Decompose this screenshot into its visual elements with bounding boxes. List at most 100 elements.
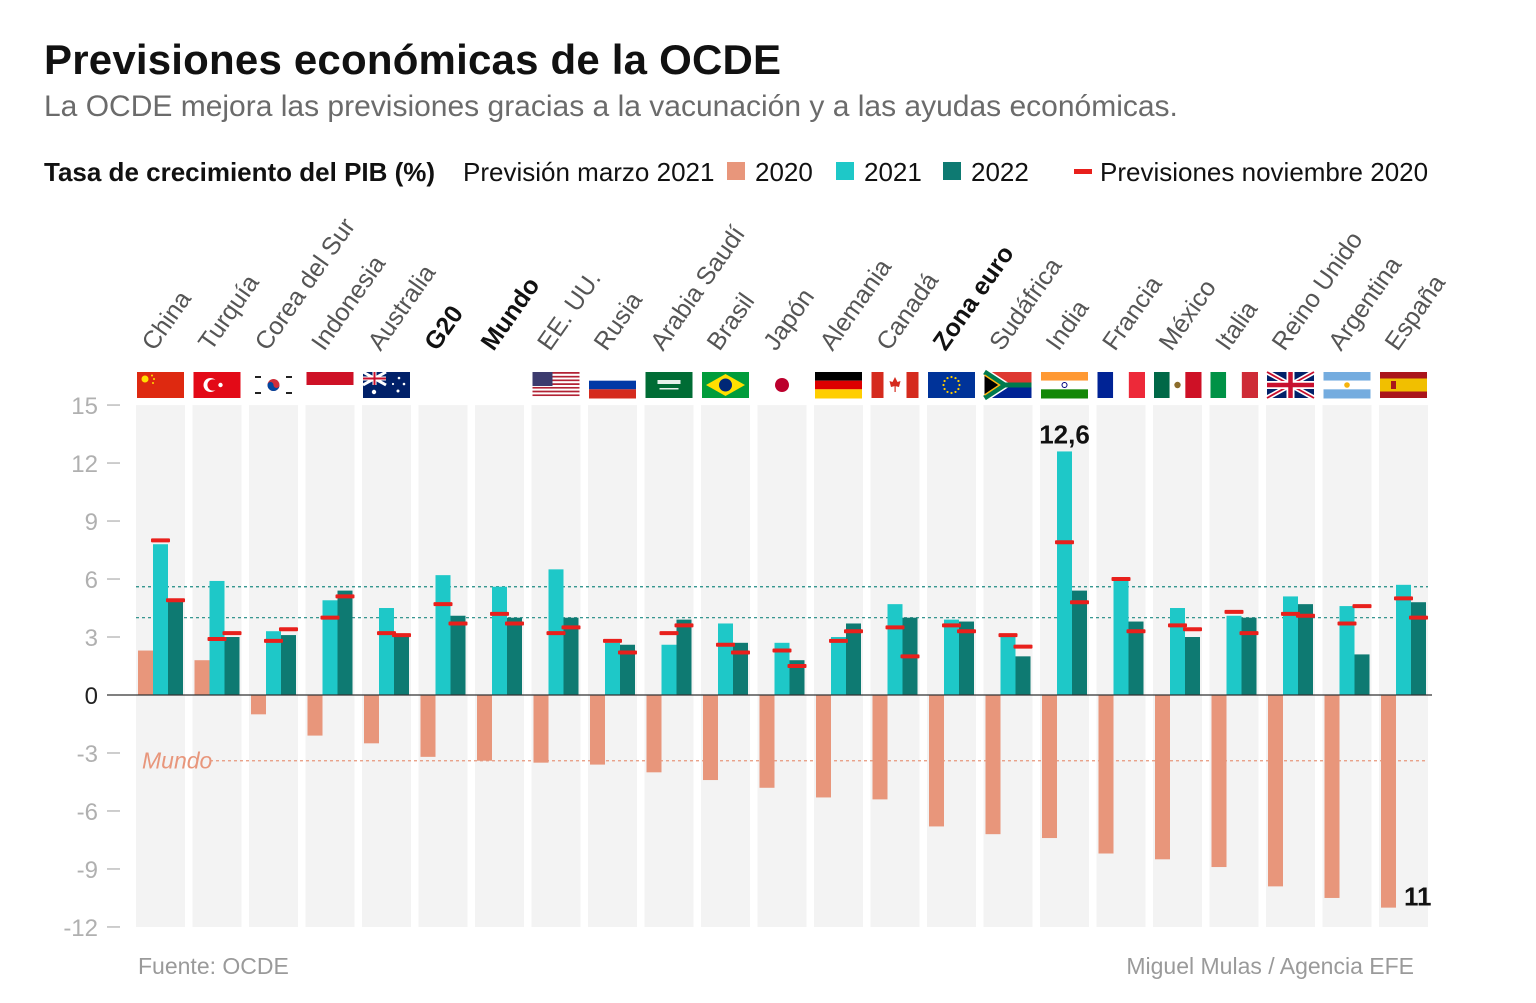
nov2020-marker-2021-francia: [1111, 577, 1131, 582]
canada-flag: [871, 372, 919, 398]
category-label-china: China: [136, 286, 196, 356]
bar-2022-australia: [394, 635, 409, 695]
bar-2022-arabia-saudi: [676, 619, 692, 695]
credit-note: Miguel Mulas / Agencia EFE: [1126, 953, 1414, 979]
nov2020-marker-2021-zona-euro: [942, 623, 961, 628]
italy-flag: [1210, 372, 1258, 398]
legend-swatch-2020: [727, 162, 745, 181]
bar-2022-brasil: [733, 642, 748, 695]
bar-2020-mexico: [1155, 695, 1170, 860]
nov2020-marker-2022-indonesia: [335, 594, 355, 599]
bar-2022-indonesia: [337, 590, 353, 695]
annotation-india: 12,6: [1039, 419, 1090, 449]
legend-item-2021: 2021: [836, 157, 922, 188]
bar-2021-arabia-saudi: [661, 644, 677, 695]
y-tick-label: 12: [71, 451, 98, 478]
china-flag: [137, 372, 184, 398]
nov2020-marker-2021-rusia: [603, 638, 622, 643]
nov2020-marker-2021-argentina: [1337, 621, 1357, 626]
nov2020-marker-2021-canada: [885, 625, 905, 630]
nov2020-marker-2021-reino-unido: [1281, 611, 1300, 616]
indonesia-flag: [306, 372, 354, 398]
bar-2022-espana: [1411, 602, 1426, 695]
bar-2020-zona-euro: [929, 695, 944, 827]
nov2020-marker-2022-ee-uu: [561, 625, 581, 630]
legend-measure: Tasa de crecimiento del PIB (%): [44, 157, 436, 187]
nov2020-marker-2022-g20: [448, 621, 468, 626]
bar-2022-mexico: [1185, 637, 1200, 695]
nov2020-marker-2022-brasil: [731, 650, 750, 655]
bar-2020-japon: [759, 695, 775, 788]
category-label-india: India: [1040, 295, 1094, 356]
bar-2021-argentina: [1339, 606, 1355, 695]
nov2020-marker-2022-francia: [1126, 629, 1146, 634]
bar-2022-india: [1072, 590, 1087, 695]
mundo-line-label: Mundo: [142, 748, 213, 774]
bar-2020-francia: [1098, 695, 1114, 854]
y-tick-label: 9: [85, 509, 98, 536]
nov2020-marker-2021-india: [1055, 540, 1074, 545]
bar-2020-india: [1042, 695, 1057, 839]
nov2020-marker-2022-zona-euro: [957, 629, 976, 634]
bar-2022-ee-uu: [563, 617, 579, 695]
bar-2021-g20: [435, 575, 451, 695]
bar-2022-mundo: [507, 617, 522, 695]
nov2020-marker-2021-turquia: [207, 636, 227, 641]
usa-flag: [532, 372, 580, 398]
y-tick-label: -12: [63, 915, 98, 942]
nov2020-marker-2022-argentina: [1352, 604, 1372, 609]
bar-2020-brasil: [703, 695, 718, 781]
bar-2021-australia: [379, 608, 394, 695]
nov2020-marker-2021-italia: [1224, 609, 1244, 614]
legend-label-2022: 2022: [971, 157, 1029, 187]
nov2020-marker-2022-mundo: [505, 621, 524, 626]
y-tick-label: -3: [77, 741, 98, 768]
bar-2020-sudafrica: [985, 695, 1001, 835]
bar-2021-corea-del-sur: [266, 631, 281, 695]
bar-2021-sudafrica: [1000, 637, 1016, 695]
bar-2022-rusia: [620, 644, 635, 695]
legend-label-nov2020: Previsiones noviembre 2020: [1100, 157, 1429, 187]
source-note: Fuente: OCDE: [138, 953, 289, 979]
nov2020-marker-2021-mexico: [1168, 623, 1187, 628]
nov2020-marker-2022-sudafrica: [1013, 644, 1033, 649]
bar-2021-espana: [1396, 584, 1411, 695]
germany-flag: [815, 372, 862, 399]
australia-flag: [362, 370, 410, 398]
bar-2020-g20: [420, 695, 436, 757]
category-label-italia: Italia: [1210, 296, 1263, 355]
bar-2020-ee-uu: [533, 695, 549, 763]
bar-2021-mundo: [492, 586, 507, 695]
y-tick-label: 15: [71, 393, 98, 420]
nov2020-marker-2022-china: [166, 598, 185, 603]
chart-title: Previsiones económicas de la OCDE: [44, 36, 782, 83]
legend-item-2020: 2020: [727, 157, 813, 188]
bar-2021-canada: [887, 604, 903, 695]
bar-2022-francia: [1128, 621, 1144, 695]
nov2020-marker-2021-arabia-saudi: [659, 631, 679, 636]
russia-flag: [589, 372, 636, 399]
bar-2022-corea-del-sur: [281, 635, 296, 695]
category-label-g20: G20: [419, 301, 469, 356]
nov2020-marker-2022-italia: [1239, 631, 1259, 636]
bar-2020-alemania: [816, 695, 831, 798]
saudi-arabia-flag: [645, 372, 693, 398]
legend-swatch-2021: [836, 162, 854, 181]
nov2020-marker-2022-turquia: [222, 631, 242, 636]
nov2020-marker-2021-ee-uu: [546, 631, 566, 636]
bar-2021-japon: [774, 642, 790, 695]
bar-2021-india: [1057, 451, 1072, 695]
nov2020-marker-2021-sudafrica: [998, 633, 1018, 638]
bar-2020-argentina: [1324, 695, 1340, 898]
bar-2021-italia: [1226, 615, 1242, 695]
nov2020-marker-2022-corea-del-sur: [279, 627, 298, 632]
bar-2021-reino-unido: [1283, 596, 1298, 695]
chart-subtitle: La OCDE mejora las previsiones gracias a…: [44, 90, 1178, 123]
legend-label-2020: 2020: [755, 157, 813, 187]
bar-2021-china: [153, 544, 168, 695]
nov2020-marker-2021-alemania: [829, 638, 848, 643]
nov2020-marker-2021-china: [151, 538, 170, 543]
bar-2022-zona-euro: [959, 621, 974, 695]
nov2020-marker-2022-rusia: [618, 650, 637, 655]
category-label-mundo: Mundo: [475, 272, 545, 355]
